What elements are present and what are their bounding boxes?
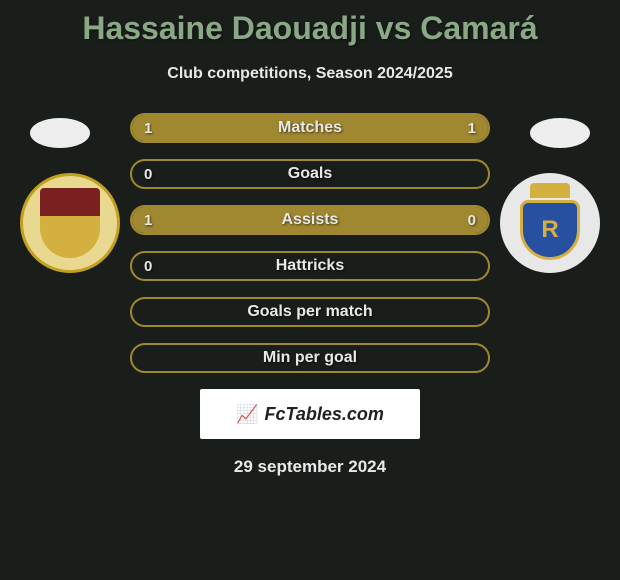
bar-label: Goals per match [132,299,488,325]
footer-date: 29 september 2024 [0,457,620,477]
club-crest-right: R [500,173,600,273]
stat-bar: 0Goals [130,159,490,189]
brand-badge: 📈 FcTables.com [200,389,420,439]
bar-label: Goals [132,161,488,187]
crown-icon [530,183,570,198]
shield-icon: R [520,200,580,260]
subtitle: Club competitions, Season 2024/2025 [0,65,620,83]
bar-label: Min per goal [132,345,488,371]
stat-bar: Goals per match [130,297,490,327]
stat-bar: 10Assists [130,205,490,235]
stat-bar: 11Matches [130,113,490,143]
chart-icon: 📈 [236,404,258,425]
bar-label: Assists [132,207,488,233]
stat-bar: Min per goal [130,343,490,373]
brand-text: FcTables.com [265,404,384,425]
page-title: Hassaine Daouadji vs Camará [0,0,620,47]
bar-label: Hattricks [132,253,488,279]
club-crest-left [20,173,120,273]
comparison-panel: R 11Matches 0Goals 10Assists 0Hattricks Goal… [0,113,620,373]
flag-right-placeholder [530,118,590,148]
crest-shield-left [40,188,100,258]
bar-label: Matches [132,115,488,141]
crest-shield-right: R [515,183,585,263]
stat-bar: 0Hattricks [130,251,490,281]
flag-left-placeholder [30,118,90,148]
stat-bars: 11Matches 0Goals 10Assists 0Hattricks Goals … [130,113,490,373]
